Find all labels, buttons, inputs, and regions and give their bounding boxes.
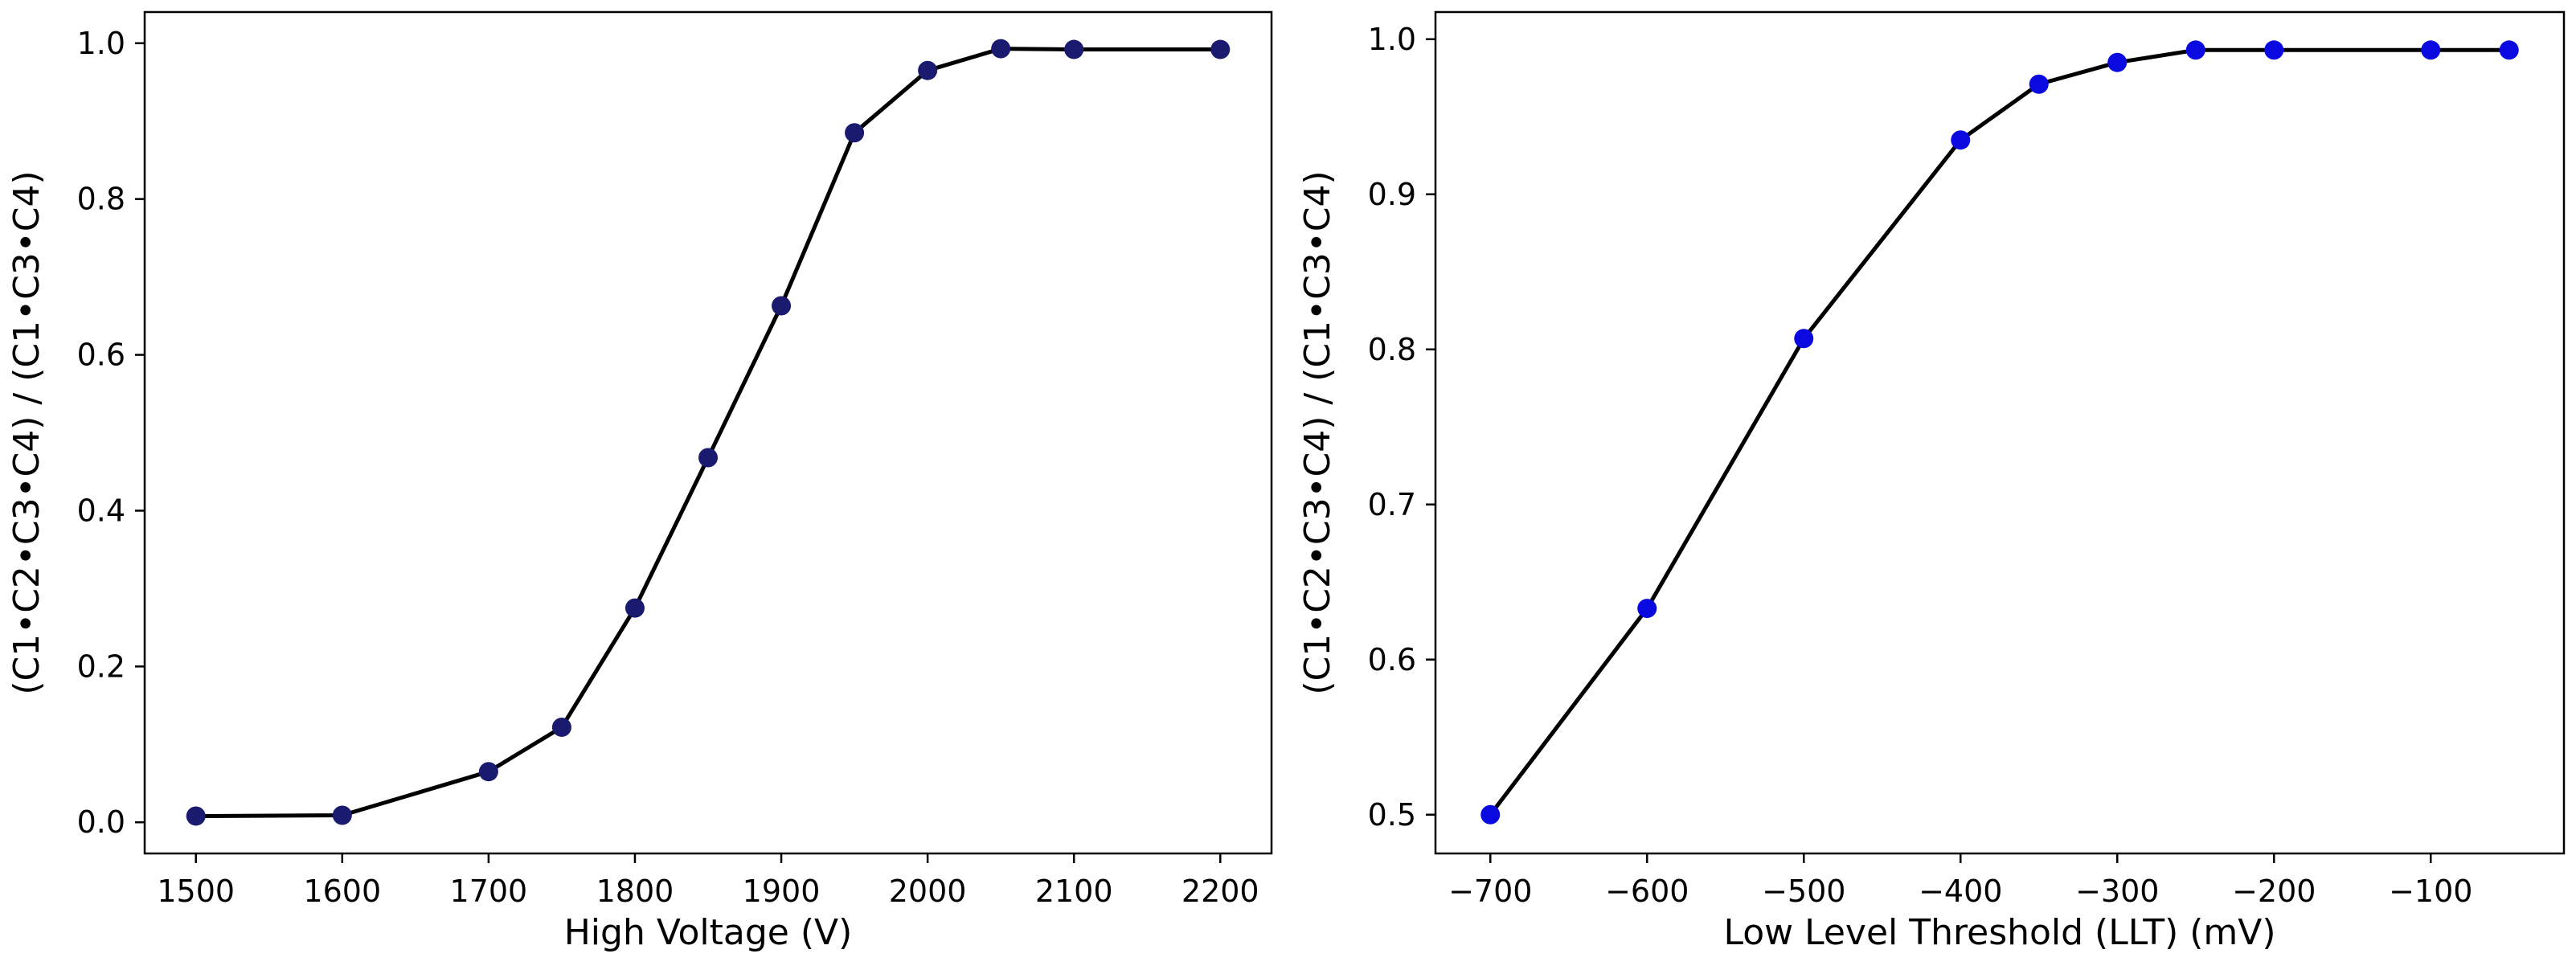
plot-frame [1434, 10, 2566, 855]
y-tick-label: 0.8 [77, 182, 125, 217]
chart-panel-high-voltage: 1500 1600 1700 1800 1900 2000 2100 2200 0.0 0.2 0.… [6, 10, 1273, 953]
data-point [1794, 329, 1814, 349]
data-point [1637, 599, 1657, 619]
x-axis-title: High Voltage (V) [564, 912, 853, 953]
y-tick-label: 0.4 [77, 493, 125, 528]
series-line [195, 47, 1221, 818]
x-tick-label: −500 [1762, 874, 1845, 909]
data-point [1210, 39, 1231, 59]
y-axis-title: (C1•C2•C3•C4) / (C1•C3•C4) [1297, 170, 1338, 694]
data-point [2264, 40, 2284, 60]
y-tick-label: 0.8 [1368, 332, 1416, 367]
y-tick-label: 0.7 [1368, 487, 1416, 522]
x-tick-label: −200 [2232, 874, 2316, 909]
data-point [2185, 40, 2205, 60]
y-tick-label: 0.9 [1368, 177, 1416, 212]
y-tick-label: 1.0 [1368, 22, 1416, 57]
x-tick-label: −600 [1605, 874, 1689, 909]
y-tick-label: 1.0 [77, 26, 125, 61]
x-tick-label: 1600 [303, 874, 381, 909]
data-point [1951, 130, 1971, 150]
x-tick-label: 2100 [1035, 874, 1113, 909]
data-point [186, 806, 206, 826]
x-tick-label: 1800 [596, 874, 674, 909]
data-point [551, 717, 571, 737]
data-point [2107, 52, 2128, 72]
data-point [2499, 40, 2519, 60]
data-point [332, 805, 352, 825]
y-tick-label: 0.2 [77, 649, 125, 684]
series-line [1489, 47, 2509, 816]
data-point [478, 762, 498, 782]
plot-frame [143, 10, 1273, 855]
y-tick-label: 0.6 [1368, 642, 1416, 677]
data-point [845, 123, 865, 143]
x-tick-label: −400 [1919, 874, 2002, 909]
y-tick-label: 0.6 [77, 338, 125, 373]
data-point [625, 598, 645, 618]
data-point [772, 296, 792, 316]
y-tick-label: 0.5 [1368, 797, 1416, 833]
x-tick-label: 1700 [450, 874, 528, 909]
x-tick-label: −300 [2075, 874, 2159, 909]
data-point [918, 60, 938, 80]
data-point [698, 448, 718, 468]
x-tick-label: 1500 [157, 874, 235, 909]
x-tick-label: 2200 [1182, 874, 1259, 909]
data-point [1064, 39, 1084, 59]
data-point [991, 39, 1011, 59]
x-axis-title: Low Level Threshold (LLT) (mV) [1723, 912, 2275, 953]
x-tick-label: −100 [2389, 874, 2472, 909]
x-tick-label: 2000 [889, 874, 967, 909]
x-tick-label: 1900 [743, 874, 821, 909]
chart-panel-low-level-threshold: −700 −600 −500 −400 −300 −200 −100 0.5 0.6 0.7 0.8… [1297, 10, 2566, 953]
y-tick-label: 0.0 [77, 804, 125, 840]
data-point [1480, 804, 1501, 825]
data-point [2029, 74, 2049, 94]
x-tick-label: −700 [1448, 874, 1532, 909]
data-point [2421, 40, 2441, 60]
y-axis-title: (C1•C2•C3•C4) / (C1•C3•C4) [6, 170, 47, 694]
